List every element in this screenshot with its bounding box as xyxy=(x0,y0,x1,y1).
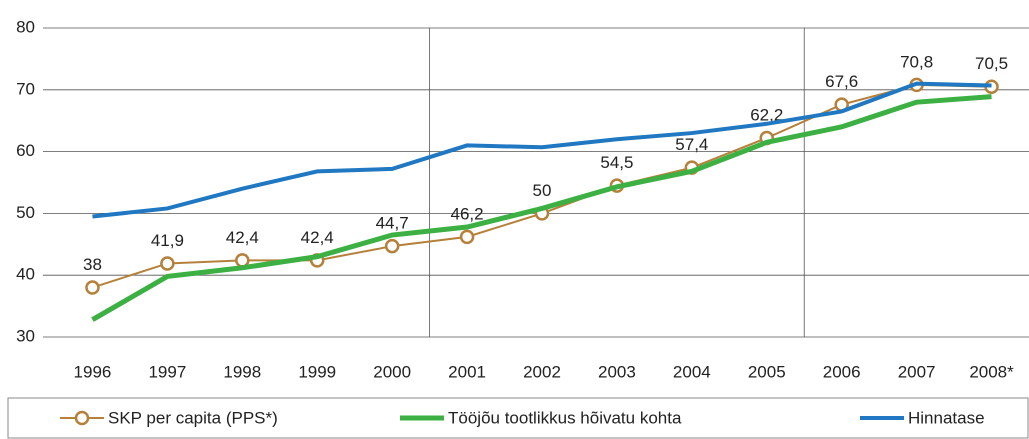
value-label: 41,9 xyxy=(151,231,184,250)
x-tick-label: 1997 xyxy=(148,362,186,381)
value-label: 46,2 xyxy=(451,204,484,223)
x-tick-label: 2007 xyxy=(898,362,936,381)
y-tick-label: 40 xyxy=(16,265,35,284)
legend-marker xyxy=(74,410,90,426)
legend-label: Tööjõu tootlikkus hõivatu kohta xyxy=(448,408,682,427)
y-tick-label: 50 xyxy=(16,203,35,222)
value-label: 70,8 xyxy=(900,52,933,71)
series-line xyxy=(91,94,992,322)
legend-label: SKP per capita (PPS*) xyxy=(108,408,278,427)
value-label: 70,5 xyxy=(975,54,1008,73)
legend-box xyxy=(7,397,1029,439)
value-label: 67,6 xyxy=(825,72,858,91)
value-label: 50 xyxy=(533,181,552,200)
marker xyxy=(384,238,400,254)
y-tick-label: 70 xyxy=(16,79,35,98)
value-label: 38 xyxy=(83,255,102,274)
marker xyxy=(160,256,175,271)
value-label: 57,4 xyxy=(675,135,708,154)
x-tick-label: 2008* xyxy=(969,362,1014,381)
x-tick-label: 2000 xyxy=(373,362,411,381)
x-tick-label: 1998 xyxy=(223,362,261,381)
y-tick-label: 60 xyxy=(16,141,35,160)
marker xyxy=(235,253,250,268)
x-tick-label: 1999 xyxy=(298,362,336,381)
marker xyxy=(85,280,100,295)
value-label: 42,4 xyxy=(301,228,334,247)
series-line xyxy=(92,81,992,219)
x-tick-label: 2001 xyxy=(448,362,486,381)
value-label: 44,7 xyxy=(376,214,409,233)
x-tick-label: 2004 xyxy=(673,362,711,381)
x-tick-label: 2002 xyxy=(523,362,561,381)
value-label: 62,2 xyxy=(750,105,783,124)
x-tick-label: 2003 xyxy=(598,362,636,381)
value-label: 54,5 xyxy=(600,153,633,172)
x-tick-label: 2006 xyxy=(823,362,861,381)
marker xyxy=(459,229,475,245)
value-label: 42,4 xyxy=(226,228,259,247)
x-tick-label: 2005 xyxy=(748,362,786,381)
legend-label: Hinnatase xyxy=(908,408,985,427)
y-tick-label: 80 xyxy=(16,17,35,36)
y-tick-label: 30 xyxy=(16,326,35,345)
x-tick-label: 1996 xyxy=(74,362,112,381)
